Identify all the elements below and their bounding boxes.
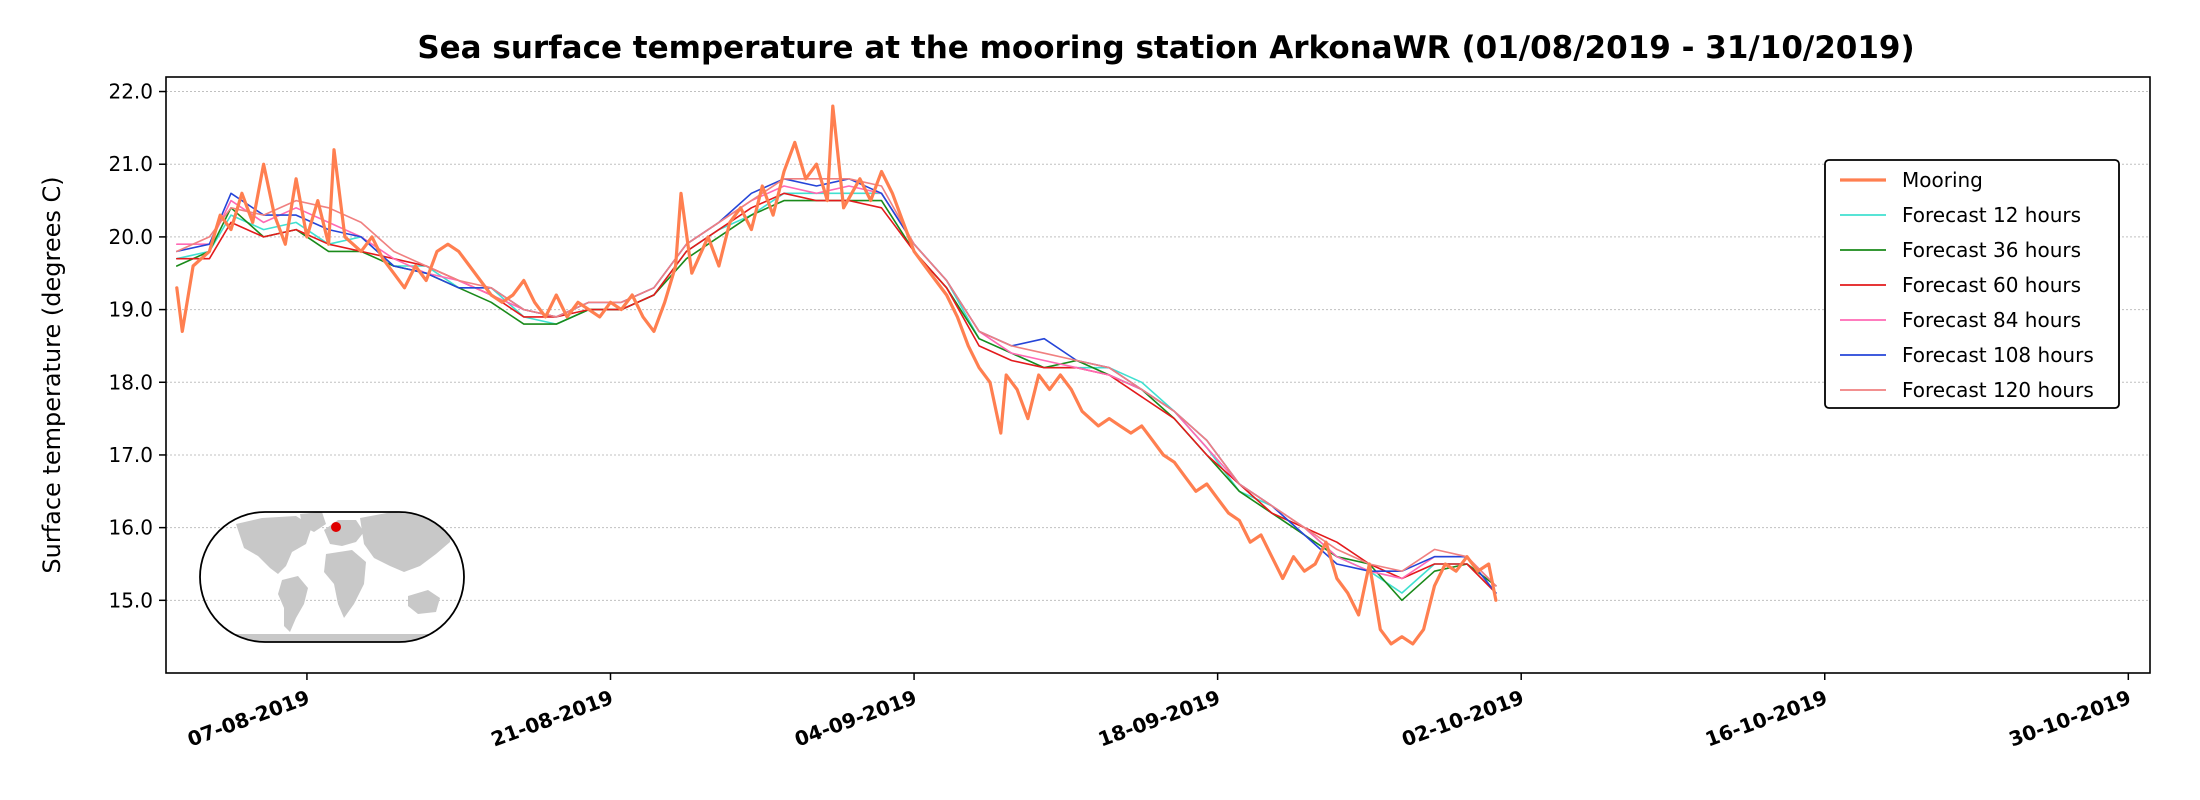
series-line-forecast-108-hours	[176, 178, 1497, 594]
inset-map-frame	[199, 511, 465, 643]
x-tick-label: 02-10-2019	[1398, 685, 1526, 751]
greenland-shape	[300, 512, 326, 532]
legend-label: Forecast 108 hours	[1902, 343, 2094, 367]
y-tick-label: 15.0	[108, 588, 153, 612]
north-america-shape	[236, 516, 312, 574]
legend-label: Forecast 60 hours	[1902, 273, 2081, 297]
south-america-shape	[278, 576, 308, 632]
plot-area-frame	[165, 76, 2151, 674]
x-tick-label: 07-08-2019	[184, 685, 312, 751]
y-tick-label: 22.0	[108, 80, 153, 104]
legend-label: Forecast 84 hours	[1902, 308, 2081, 332]
x-tick-label: 04-09-2019	[791, 685, 919, 751]
station-marker	[331, 522, 341, 532]
antarctica-shape	[200, 634, 464, 642]
australia-shape	[408, 590, 440, 614]
legend-box	[1824, 159, 2120, 409]
y-tick-label: 21.0	[108, 152, 153, 176]
y-tick-label: 18.0	[108, 370, 153, 394]
y-tick-label: 17.0	[108, 443, 153, 467]
chart-title: Sea surface temperature at the mooring s…	[417, 30, 1914, 66]
y-tick-label: 20.0	[108, 225, 153, 249]
europe-shape	[324, 520, 364, 546]
x-tick-label: 21-08-2019	[488, 685, 616, 751]
series-line-forecast-60-hours	[176, 192, 1497, 594]
africa-shape	[324, 550, 366, 618]
inset-world-map	[199, 511, 465, 643]
y-tick-label: 19.0	[108, 298, 153, 322]
x-tick-label: 18-09-2019	[1095, 685, 1223, 751]
asia-shape	[360, 512, 452, 572]
legend: Mooring Forecast 12 hours Forecast 36 hour…	[1824, 159, 2120, 409]
y-tick-label: 16.0	[108, 516, 153, 540]
x-tick-label: 16-10-2019	[1702, 685, 1830, 751]
legend-label: Forecast 36 hours	[1902, 238, 2081, 262]
legend-label: Mooring	[1902, 168, 1983, 192]
series-line-mooring	[175, 104, 1498, 646]
y-axis: 15.0 16.0 17.0 18.0 19.0 20.0 21.0 22.0	[108, 80, 166, 612]
legend-label: Forecast 120 hours	[1902, 378, 2094, 402]
gridlines	[166, 91, 2150, 601]
series-line-forecast-120-hours	[176, 178, 1497, 587]
x-tick-label: 30-10-2019	[2006, 685, 2134, 751]
y-axis-label: Surface temperature (degrees C)	[38, 176, 66, 573]
legend-label: Forecast 12 hours	[1902, 203, 2081, 227]
series-lines	[175, 104, 1498, 646]
x-axis: 07-08-2019 21-08-2019 04-09-2019 18-09-2019…	[184, 673, 2134, 751]
